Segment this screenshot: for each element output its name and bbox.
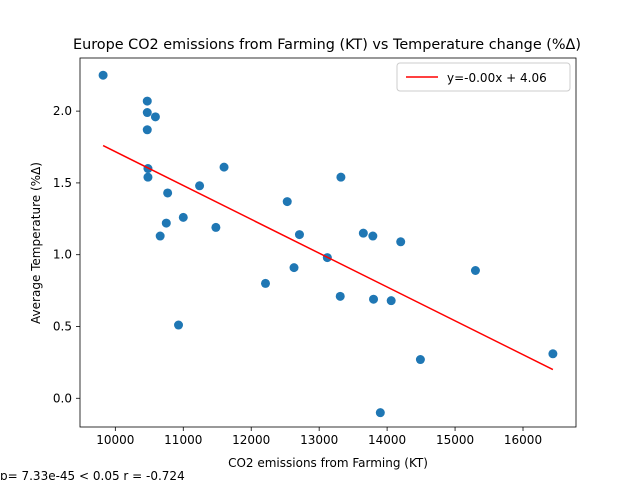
y-axis-label: Average Temperature (%Δ) xyxy=(29,162,43,324)
data-point xyxy=(150,112,160,122)
data-point xyxy=(368,231,378,241)
x-tick-label: 11000 xyxy=(164,433,202,447)
data-point xyxy=(219,162,229,172)
data-point xyxy=(369,294,379,304)
data-point xyxy=(260,278,270,288)
data-point xyxy=(335,291,345,301)
x-tick-label: 15000 xyxy=(436,433,474,447)
axes-frame xyxy=(79,57,577,428)
chart-title: Europe CO2 emissions from Farming (KT) v… xyxy=(73,37,581,53)
data-point xyxy=(178,212,188,222)
data-point xyxy=(143,172,153,182)
data-point xyxy=(336,172,346,182)
data-point xyxy=(282,197,292,207)
data-point xyxy=(415,355,425,365)
data-point xyxy=(375,408,385,418)
x-tick-label: 13000 xyxy=(300,433,338,447)
data-point xyxy=(142,125,152,135)
y-tick-label: 1.5 xyxy=(53,176,72,190)
y-tick-label: 1.0 xyxy=(53,248,72,262)
data-point xyxy=(142,108,152,118)
data-point xyxy=(161,218,171,228)
x-tick-label: 16000 xyxy=(504,433,542,447)
data-point xyxy=(155,231,165,241)
x-tick-label: 14000 xyxy=(368,433,406,447)
y-tick-label: 0.5 xyxy=(53,319,72,333)
y-tick-label: 2.0 xyxy=(53,104,72,118)
data-point xyxy=(289,263,299,273)
x-tick-label: 10000 xyxy=(96,433,134,447)
data-point xyxy=(470,265,480,275)
data-point xyxy=(195,181,205,191)
plot-area: 10000 11000 12000 13000 14000 15000 16000 0.0 0.… xyxy=(53,57,577,447)
y-tick-label: 0.0 xyxy=(53,391,72,405)
data-point xyxy=(163,188,173,198)
data-point xyxy=(396,237,406,247)
data-point xyxy=(358,228,368,238)
data-point xyxy=(211,222,221,232)
data-point xyxy=(386,296,396,306)
regression-line xyxy=(102,144,554,371)
data-point xyxy=(98,70,108,80)
x-axis-label: CO2 emissions from Farming (KT) xyxy=(228,456,428,470)
legend: y=-0.00x + 4.06 xyxy=(396,62,571,92)
data-point xyxy=(294,230,304,240)
x-tick-label: 12000 xyxy=(232,433,270,447)
data-point xyxy=(548,349,558,359)
data-point xyxy=(174,320,184,330)
data-point xyxy=(142,96,152,106)
legend-label: y=-0.00x + 4.06 xyxy=(447,71,547,85)
legend-frame xyxy=(396,62,571,92)
stats-annotation: p= 7.33e-45 < 0.05 r = -0.724 xyxy=(0,469,185,480)
